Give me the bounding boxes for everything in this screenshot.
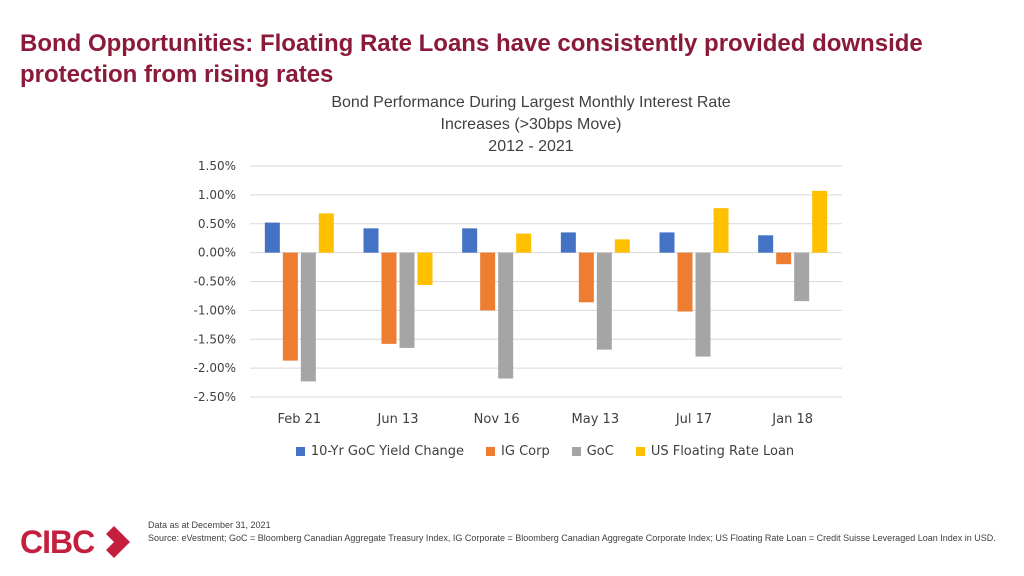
y-tick-label: -1.00% <box>194 303 236 317</box>
bar <box>560 232 576 253</box>
legend-swatch <box>486 447 496 456</box>
legend-label: IG Corp <box>501 444 550 459</box>
bar <box>516 233 532 253</box>
bar <box>498 252 514 379</box>
x-tick-label: Jun 13 <box>377 412 419 427</box>
y-tick-label: 1.50% <box>198 159 236 173</box>
source-note: Source: eVestment; GoC = Bloomberg Canad… <box>148 533 996 543</box>
x-tick-label: Jan 18 <box>771 412 813 427</box>
data-date-note: Data as at December 31, 2021 <box>148 520 271 530</box>
legend-label: GoC <box>586 444 614 459</box>
logo-diamond-icon <box>106 526 131 558</box>
bar <box>713 208 729 253</box>
chart-title-line-3: 2012 - 2021 <box>488 138 574 155</box>
bar <box>614 239 630 253</box>
bar <box>695 252 711 357</box>
bar <box>282 252 298 361</box>
bar <box>578 252 594 303</box>
bar <box>659 232 675 253</box>
bar <box>399 252 415 348</box>
y-tick-label: 0.50% <box>198 217 236 231</box>
bar <box>758 235 774 253</box>
footer-notes: Data as at December 31, 2021 Source: eVe… <box>148 519 1008 545</box>
y-tick-label: -2.00% <box>194 361 236 375</box>
bar <box>596 252 612 350</box>
legend-item-ig-corp: IG Corp <box>486 444 550 459</box>
bar <box>264 222 280 253</box>
legend-swatch <box>571 447 581 456</box>
x-tick-label: Feb 21 <box>277 412 321 427</box>
legend-label: US Floating Rate Loan <box>650 444 795 459</box>
bar <box>318 213 334 253</box>
chart-title-line-1: Bond Performance During Largest Monthly … <box>331 94 731 111</box>
bar <box>480 252 496 311</box>
cibc-logo: CIBC <box>20 522 132 562</box>
chart-title: Bond Performance During Largest Monthly … <box>231 92 831 158</box>
bar <box>794 252 810 302</box>
legend-item-goc: GoC <box>571 444 614 459</box>
chart-legend: 10-Yr GoC Yield Change IG Corp GoC US Fl… <box>250 444 840 459</box>
legend-swatch <box>635 447 645 456</box>
bar <box>417 252 433 285</box>
bar <box>462 228 478 253</box>
y-tick-label: 1.00% <box>198 188 236 202</box>
y-tick-label: -1.50% <box>194 332 236 346</box>
y-tick-label: 0.00% <box>198 246 236 260</box>
x-tick-label: May 13 <box>572 412 620 427</box>
legend-label: 10-Yr GoC Yield Change <box>310 444 465 459</box>
bar <box>677 252 693 312</box>
x-tick-label: Nov 16 <box>474 412 520 427</box>
legend-item-floating-rate: US Floating Rate Loan <box>635 444 795 459</box>
bar <box>776 252 792 265</box>
legend-item-yield-change: 10-Yr GoC Yield Change <box>295 444 465 459</box>
y-tick-label: -0.50% <box>194 275 236 289</box>
y-tick-label: -2.50% <box>194 390 236 404</box>
logo-wordmark: CIBC <box>20 524 95 560</box>
bar <box>300 252 316 382</box>
x-tick-label: Jul 17 <box>675 412 712 427</box>
bar <box>363 228 379 253</box>
chart-title-line-2: Increases (>30bps Move) <box>440 116 622 133</box>
bar <box>381 252 397 344</box>
legend-swatch <box>295 447 305 456</box>
bar <box>812 190 828 253</box>
slide-title: Bond Opportunities: Floating Rate Loans … <box>20 30 923 88</box>
